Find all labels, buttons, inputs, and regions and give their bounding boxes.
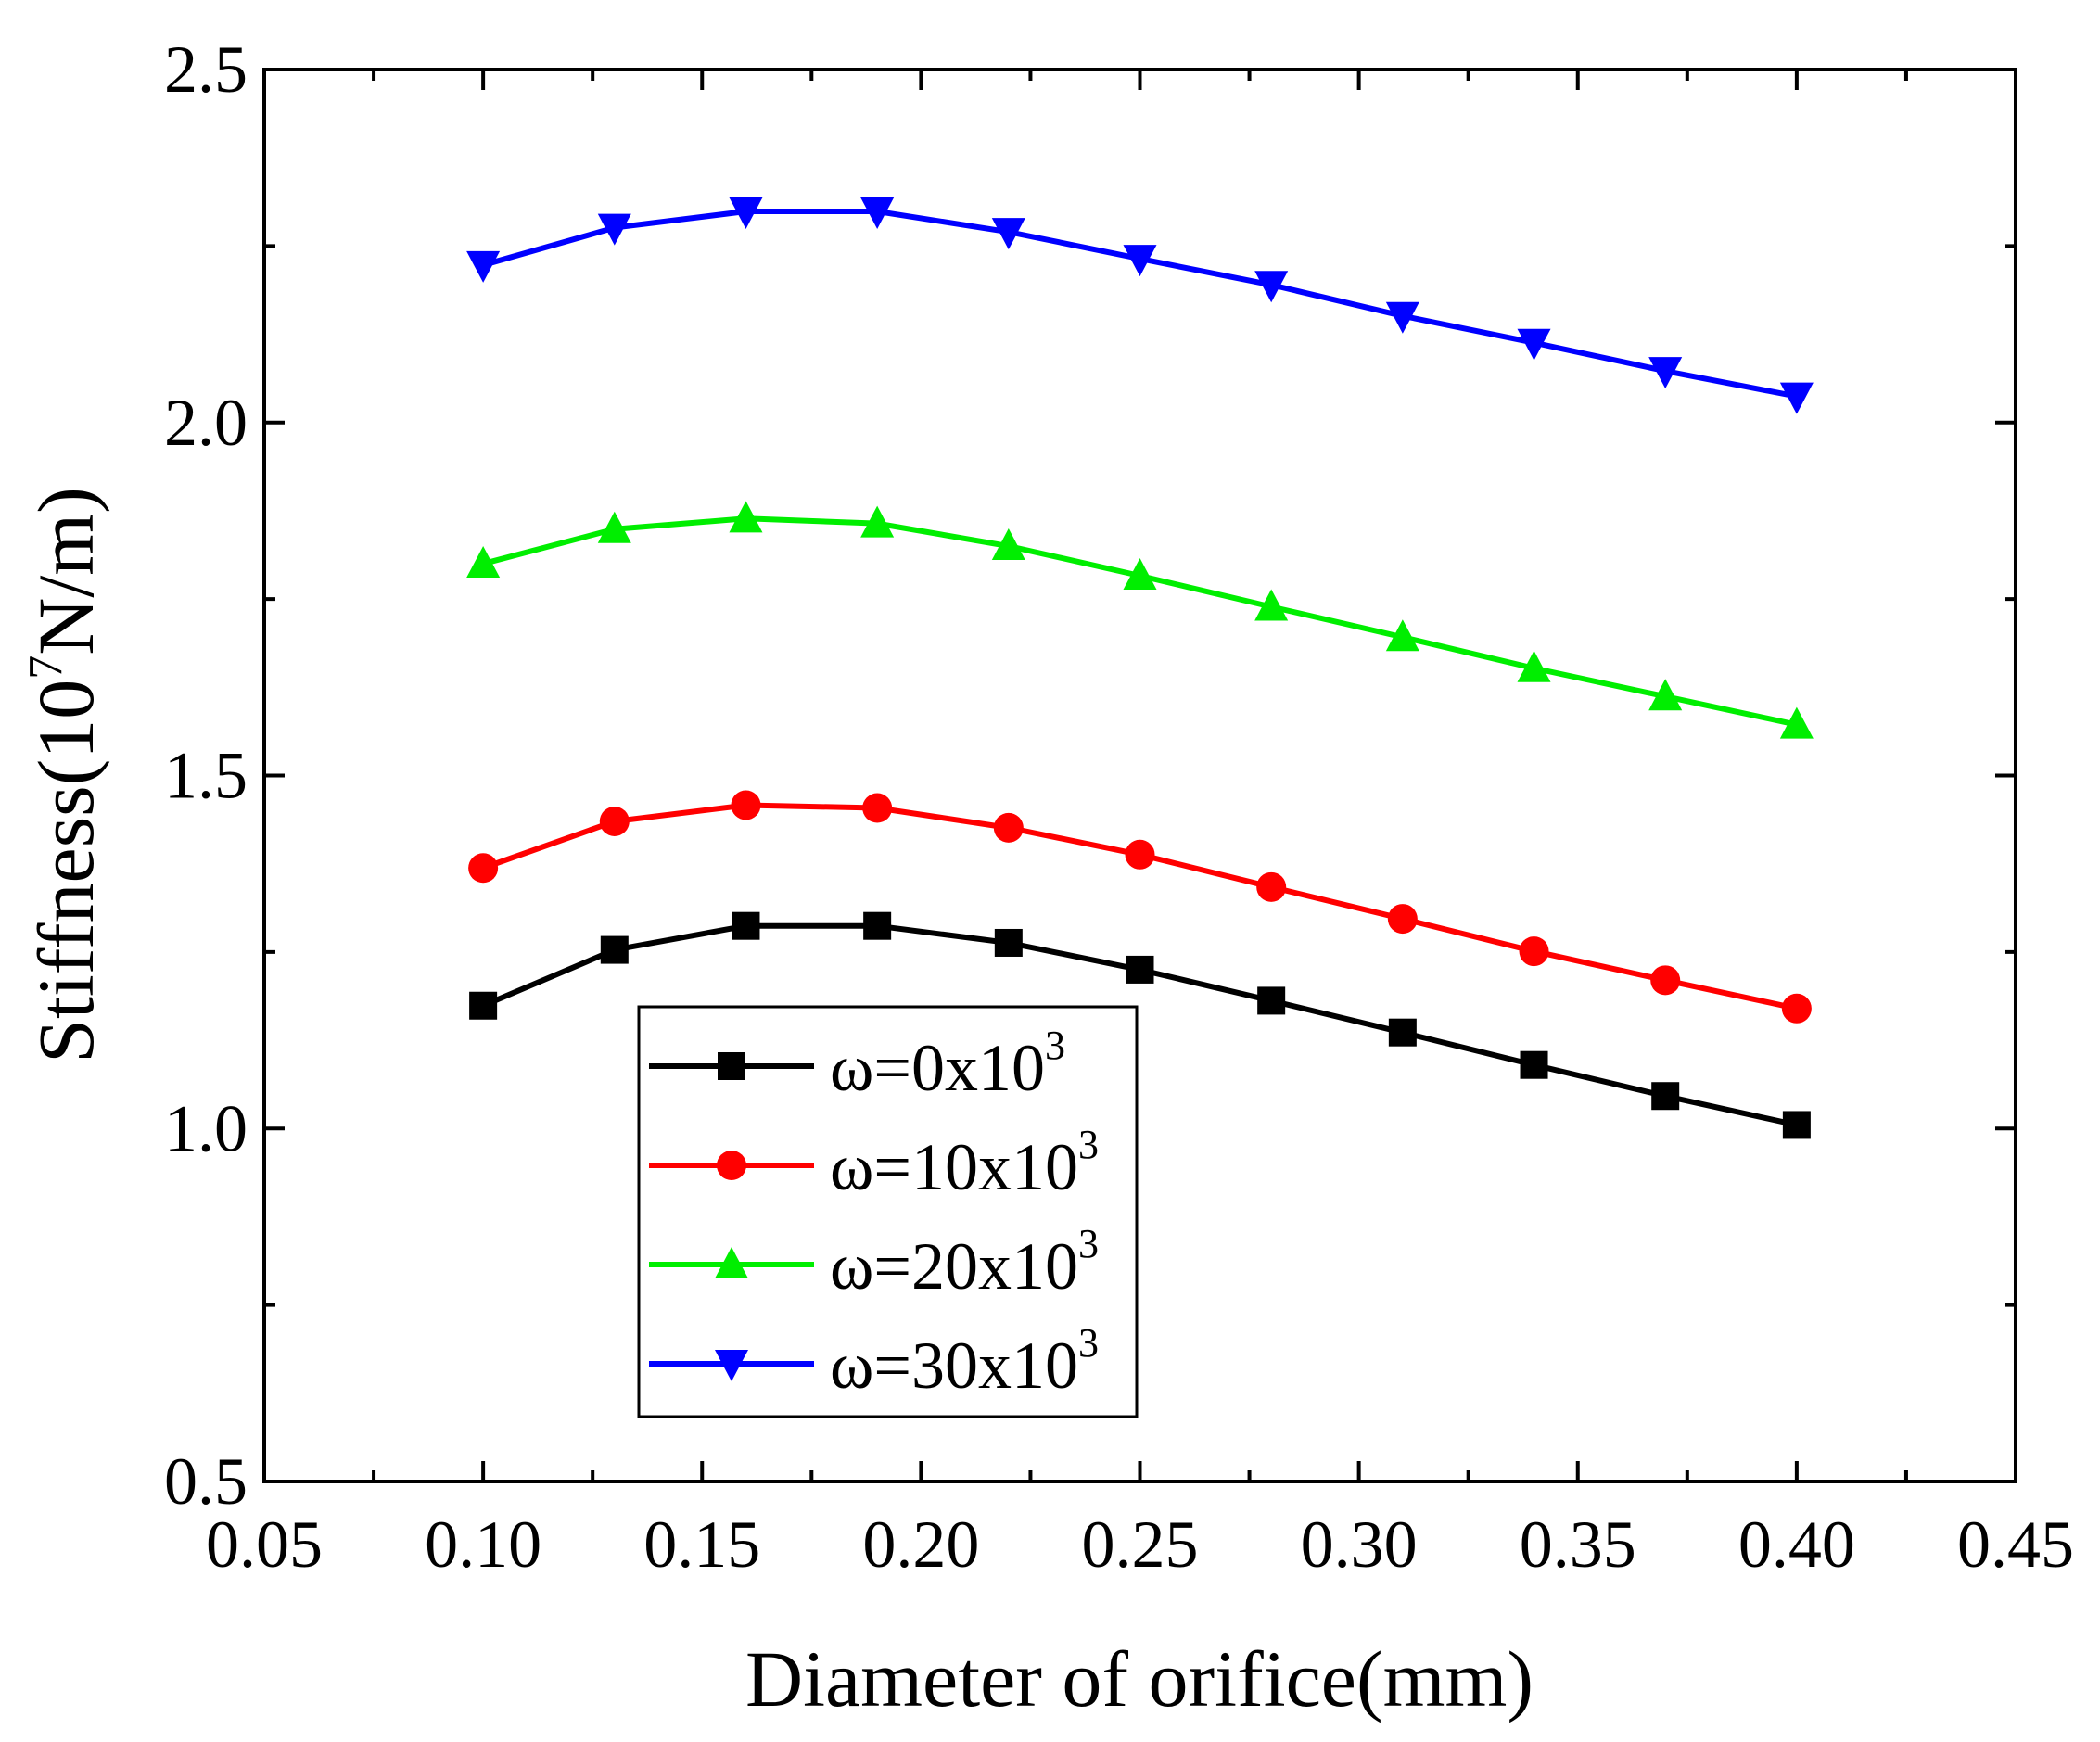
series-1 <box>468 790 1812 1024</box>
x-tick-label: 0.45 <box>1957 1507 2074 1582</box>
data-point <box>466 250 501 283</box>
legend-label: ω=20x103 <box>830 1221 1099 1303</box>
y-tick-label: 2.0 <box>164 386 248 460</box>
y-axis-label-sup: 7 <box>19 655 72 680</box>
legend-item: ω=30x103 <box>649 1320 1099 1403</box>
data-point <box>1123 557 1157 590</box>
legend-label-sup: 3 <box>1078 1221 1099 1266</box>
data-point <box>468 853 499 884</box>
series-0 <box>469 911 1811 1139</box>
data-point <box>1779 706 1814 739</box>
legend-item: ω=0x103 <box>649 1023 1065 1105</box>
series-3 <box>466 197 1814 414</box>
legend-item: ω=20x103 <box>649 1221 1099 1303</box>
x-tick-label: 0.40 <box>1738 1507 1855 1582</box>
series-line <box>482 209 1798 400</box>
series-2 <box>466 501 1814 739</box>
legend-label: ω=0x103 <box>830 1023 1065 1105</box>
data-point <box>1648 679 1683 711</box>
data-point <box>994 928 1023 957</box>
data-point <box>600 935 629 964</box>
data-point <box>1123 245 1157 277</box>
data-point <box>466 546 501 579</box>
x-tick-label: 0.25 <box>1082 1507 1199 1582</box>
x-tick-label: 0.15 <box>643 1507 760 1582</box>
data-point <box>1126 955 1154 984</box>
legend-marker <box>715 1247 748 1278</box>
data-point <box>1388 1018 1417 1047</box>
data-point <box>732 911 760 940</box>
data-point <box>1256 871 1287 902</box>
data-point <box>469 991 498 1020</box>
y-tick-label: 1.5 <box>164 739 248 813</box>
y-tick-label: 0.5 <box>164 1444 248 1519</box>
data-point <box>1782 1111 1811 1139</box>
data-point <box>1648 357 1683 389</box>
data-point <box>729 197 763 230</box>
y-axis-label-prefix: Stiffness(10 <box>21 680 110 1063</box>
legend-label-sup: 3 <box>1078 1122 1099 1167</box>
series-line <box>482 515 1798 728</box>
y-axis-label: Stiffness(107N/m) <box>19 487 110 1063</box>
data-point <box>597 213 631 246</box>
legend-marker <box>717 1151 746 1180</box>
data-point <box>860 197 895 230</box>
data-point <box>1650 965 1681 996</box>
data-point <box>1385 619 1419 652</box>
data-point <box>1520 1050 1548 1079</box>
data-point <box>991 218 1025 250</box>
legend-marker <box>718 1052 745 1080</box>
y-axis-label-suffix: N/m) <box>21 487 110 655</box>
x-tick-label: 0.10 <box>425 1507 541 1582</box>
legend-label-sup: 3 <box>1045 1023 1065 1068</box>
data-point <box>1519 936 1549 967</box>
data-point <box>863 911 892 940</box>
data-point <box>991 528 1025 561</box>
data-point <box>1125 839 1155 870</box>
x-axis-label: Diameter of orifice(mm) <box>745 1634 1534 1723</box>
legend-label-text: ω=0x10 <box>830 1031 1045 1105</box>
data-point <box>993 812 1024 843</box>
legend-label-sup: 3 <box>1078 1320 1099 1366</box>
data-point <box>731 790 761 820</box>
plot-frame <box>262 68 2017 1483</box>
data-point <box>1254 271 1289 303</box>
legend-label-text: ω=10x10 <box>830 1130 1078 1204</box>
data-point <box>860 505 895 538</box>
data-point <box>1387 904 1418 935</box>
data-point <box>1385 301 1419 334</box>
data-point <box>1779 382 1814 414</box>
legend-item: ω=10x103 <box>649 1122 1099 1204</box>
data-point <box>1517 328 1551 361</box>
legend-marker <box>715 1350 748 1381</box>
legend-label-text: ω=20x10 <box>830 1229 1078 1303</box>
data-point <box>1651 1082 1680 1111</box>
x-tick-label: 0.20 <box>862 1507 979 1582</box>
data-point <box>729 501 763 533</box>
x-tick-label: 0.05 <box>206 1507 323 1582</box>
y-tick-label: 1.0 <box>164 1091 248 1165</box>
x-tick-label: 0.35 <box>1520 1507 1636 1582</box>
y-tick-label: 2.5 <box>164 32 248 107</box>
data-point <box>597 511 631 543</box>
data-point <box>1781 993 1812 1024</box>
data-point <box>862 793 893 823</box>
x-tick-label: 0.30 <box>1301 1507 1418 1582</box>
legend-label-text: ω=30x10 <box>830 1329 1078 1403</box>
legend-label: ω=30x103 <box>830 1320 1099 1403</box>
data-point <box>1254 589 1289 621</box>
data-point <box>1257 986 1286 1015</box>
data-point <box>599 806 630 836</box>
legend-label: ω=10x103 <box>830 1122 1099 1204</box>
data-point <box>1517 650 1551 682</box>
